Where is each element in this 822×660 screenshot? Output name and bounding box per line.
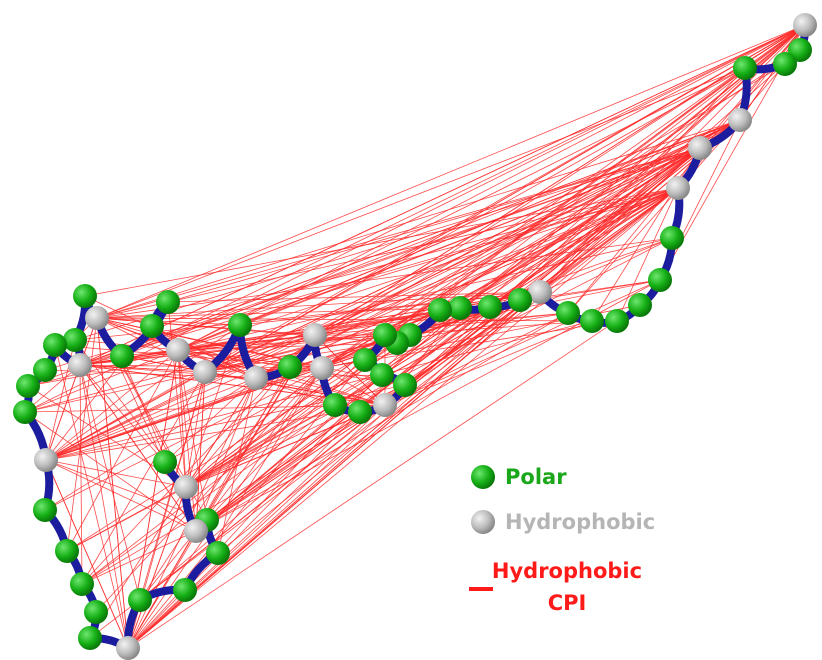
contact-line bbox=[97, 120, 740, 318]
hydrophobic-residue bbox=[174, 475, 198, 499]
contact-line bbox=[80, 365, 82, 584]
polar-residue bbox=[73, 284, 97, 308]
legend-cpi-swatch bbox=[469, 587, 493, 591]
hydrophobic-residue bbox=[116, 636, 140, 660]
legend-label: Polar bbox=[505, 465, 567, 489]
polar-residue bbox=[16, 374, 40, 398]
contact-line bbox=[256, 64, 785, 378]
polar-residue bbox=[323, 393, 347, 417]
contact-line bbox=[67, 148, 700, 551]
page: Polar Hydrophobic Hydrophobic CPI (() =>… bbox=[0, 0, 822, 660]
contact-line bbox=[82, 531, 196, 584]
polar-residue bbox=[63, 328, 87, 352]
hydrophobic-residue bbox=[793, 13, 817, 37]
hydrophobic-residue bbox=[85, 306, 109, 330]
polar-residue bbox=[70, 572, 94, 596]
polar-residue bbox=[228, 313, 252, 337]
polar-residue bbox=[428, 298, 452, 322]
polar-residue bbox=[348, 400, 372, 424]
polar-residue bbox=[660, 226, 684, 250]
polar-residue bbox=[370, 363, 394, 387]
legend-label: Hydrophobic bbox=[505, 510, 655, 534]
contact-line bbox=[196, 120, 740, 531]
polar-residue bbox=[628, 293, 652, 317]
polar-residue bbox=[33, 498, 57, 522]
legend-label: CPI bbox=[548, 591, 587, 615]
polar-residue bbox=[508, 288, 532, 312]
hydrophobic-residue bbox=[184, 519, 208, 543]
polar-residue bbox=[173, 578, 197, 602]
contact-line bbox=[128, 405, 385, 648]
hydrophobic-residue bbox=[728, 108, 752, 132]
contact-line bbox=[128, 368, 322, 648]
polar-residue bbox=[206, 541, 230, 565]
polar-residue bbox=[648, 268, 672, 292]
hydrophobic-residue bbox=[68, 353, 92, 377]
polar-residue bbox=[140, 314, 164, 338]
polar-residue bbox=[13, 400, 37, 424]
polar-residue bbox=[156, 290, 180, 314]
legend-polar-swatch bbox=[471, 465, 495, 489]
contact-line bbox=[196, 25, 805, 531]
polar-residue bbox=[110, 344, 134, 368]
hydrophobic-residue bbox=[34, 448, 58, 472]
polar-residue bbox=[84, 600, 108, 624]
polar-residue bbox=[373, 323, 397, 347]
hydrophobic-residue bbox=[303, 323, 327, 347]
polar-residue bbox=[393, 373, 417, 397]
polar-residue bbox=[478, 295, 502, 319]
contact-line bbox=[315, 25, 805, 335]
legend: Polar Hydrophobic Hydrophobic CPI bbox=[469, 465, 655, 615]
hydrophobic-residue bbox=[688, 136, 712, 160]
legend-label: Hydrophobic bbox=[492, 559, 642, 583]
polar-residue bbox=[128, 588, 152, 612]
hydrophobic-residue bbox=[310, 356, 334, 380]
polar-residue bbox=[55, 539, 79, 563]
contact-line bbox=[46, 25, 805, 460]
polar-residue bbox=[733, 56, 757, 80]
polar-residue bbox=[43, 333, 67, 357]
hydrophobic-residue bbox=[166, 338, 190, 362]
polar-residue bbox=[153, 450, 177, 474]
hydrophobic-residue bbox=[666, 176, 690, 200]
polar-residue bbox=[556, 301, 580, 325]
polar-residue bbox=[605, 309, 629, 333]
protein-figure: Polar Hydrophobic Hydrophobic CPI bbox=[0, 0, 822, 660]
legend-hydrophobic-swatch bbox=[471, 510, 495, 534]
polar-residue bbox=[773, 52, 797, 76]
contact-line bbox=[205, 148, 700, 372]
polar-residue bbox=[580, 309, 604, 333]
hydrophobic-residue bbox=[193, 360, 217, 384]
contact-line bbox=[196, 372, 205, 531]
hydrophobic-residue bbox=[244, 366, 268, 390]
hydrophobic-residue bbox=[373, 393, 397, 417]
polar-residue bbox=[278, 355, 302, 379]
polar-residue bbox=[78, 626, 102, 650]
